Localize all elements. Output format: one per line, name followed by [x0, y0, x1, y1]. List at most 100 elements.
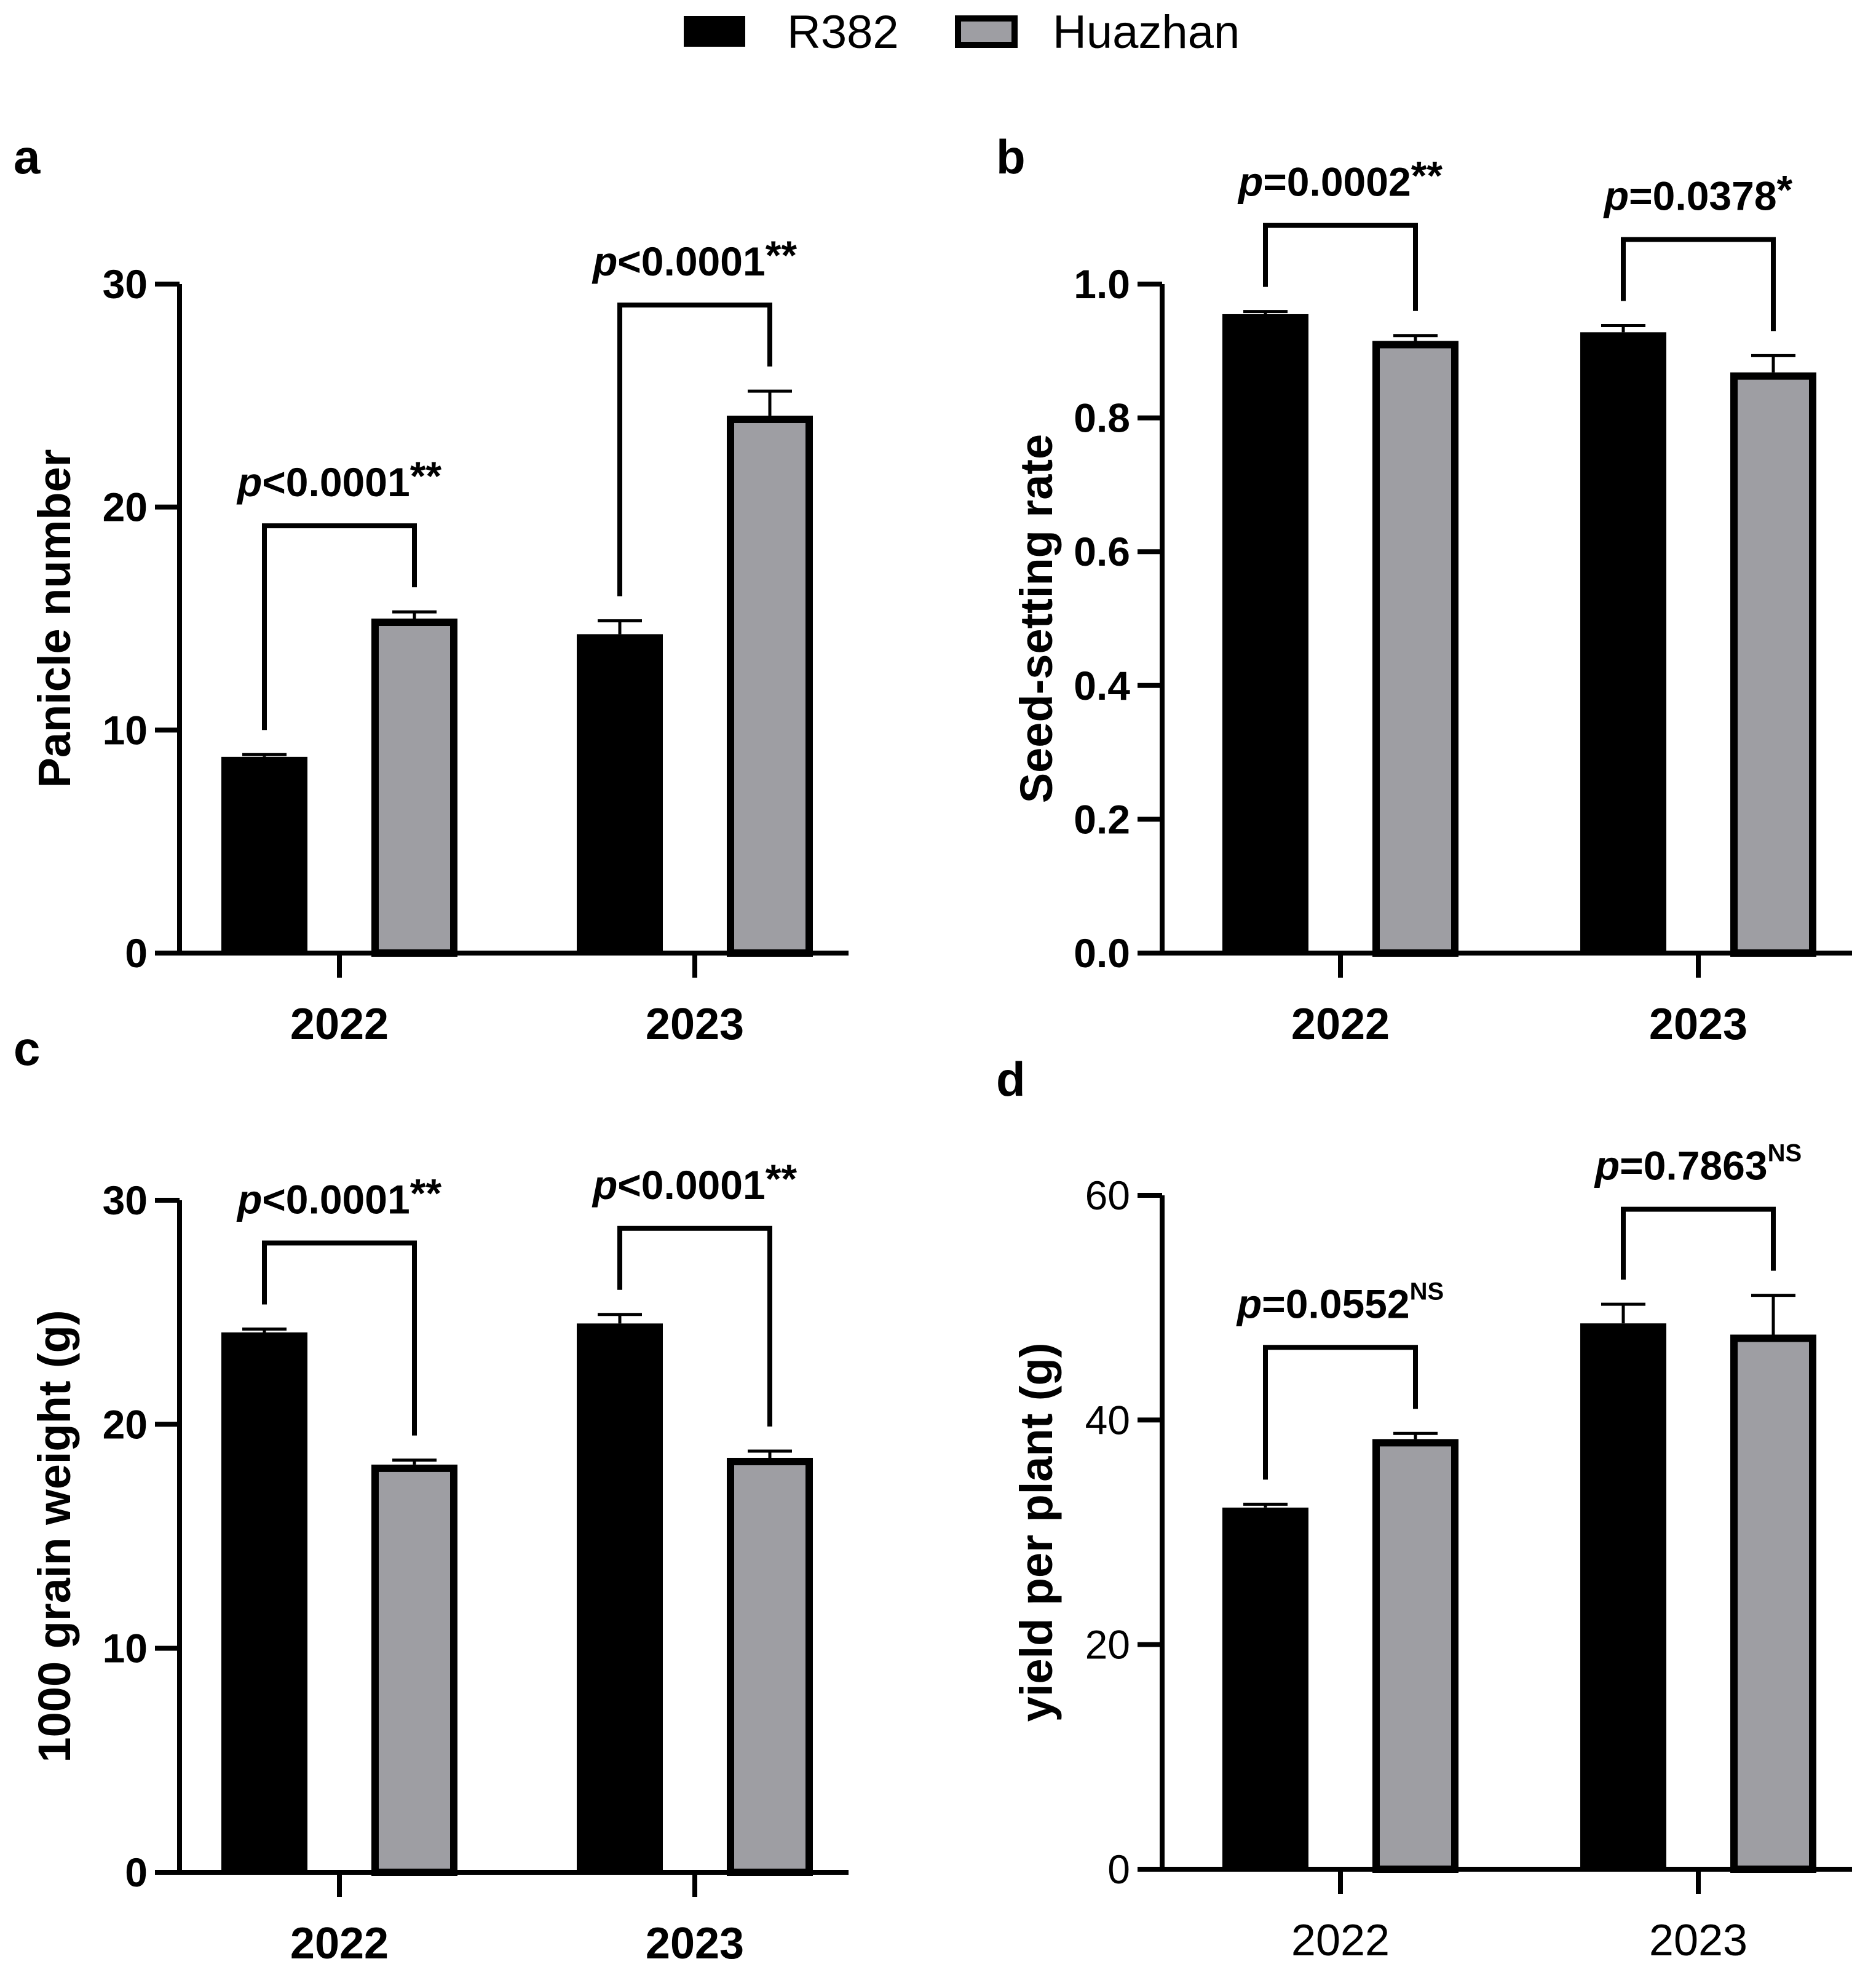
p-value-text: <0.0001: [617, 1162, 765, 1208]
y-axis-label: yield per plant (g): [1011, 1343, 1062, 1722]
p-value-annotation-2023: p=0.7863NS: [1594, 1140, 1802, 1189]
p-symbol: p: [1603, 173, 1629, 218]
bar-huazhan-2022: [371, 619, 457, 957]
bar-huazhan-2023: [1730, 1334, 1816, 1873]
significance-bracket-2023: [617, 303, 772, 596]
bar-r382-2023: [1580, 1323, 1666, 1869]
bar-huazhan-2022: [1372, 1439, 1458, 1874]
legend-swatch-r382: [684, 16, 745, 47]
panel-letter-d: d: [996, 1052, 1026, 1106]
bar-huazhan-2023: [1730, 372, 1816, 957]
x-tick-label-2023: 2023: [1649, 1000, 1747, 1049]
bar-huazhan-2022: [1372, 341, 1458, 957]
y-axis-label: 1000 grain weight (g): [29, 1310, 80, 1762]
significance-bracket-2023: [617, 1225, 772, 1427]
panel-letter-a: a: [14, 130, 41, 184]
significance-marker: **: [766, 1156, 797, 1201]
y-tick-label: 0.4: [1074, 663, 1130, 708]
y-tick-label: 10: [103, 707, 148, 753]
significance-marker: NS: [1768, 1140, 1802, 1167]
significance-bracket-2023: [1621, 237, 1776, 331]
significance-bracket-2022: [1263, 223, 1418, 311]
significance-marker: NS: [1410, 1278, 1444, 1305]
p-value-text: =0.7863: [1620, 1143, 1767, 1189]
y-tick-label: 40: [1085, 1397, 1130, 1443]
p-value-annotation-2022: p=0.0552NS: [1236, 1278, 1444, 1326]
p-value-annotation-2023: p<0.0001**: [592, 232, 797, 284]
x-tick-label-2022: 2022: [290, 1000, 389, 1049]
y-tick-label: 1.0: [1074, 261, 1130, 307]
bar-r382-2022: [221, 756, 307, 953]
y-tick-label: 60: [1085, 1173, 1130, 1218]
p-symbol: p: [236, 459, 262, 505]
y-tick-label: 30: [103, 261, 148, 307]
y-axis-label: Seed-setting rate: [1011, 434, 1062, 803]
x-tick-label-2023: 2023: [1649, 1916, 1747, 1965]
p-value-annotation-2023: p<0.0001**: [592, 1156, 797, 1208]
p-value-annotation-2022: p<0.0001**: [236, 1170, 441, 1222]
legend-label-r382: R382: [787, 6, 899, 58]
p-symbol: p: [1594, 1143, 1620, 1189]
p-value-text: =0.0002: [1263, 159, 1411, 205]
significance-marker: **: [410, 1170, 442, 1216]
bar-r382-2023: [577, 634, 663, 953]
significance-bracket-2023: [1621, 1206, 1776, 1280]
panel-letter-b: b: [996, 130, 1026, 184]
y-tick-label: 0.6: [1074, 529, 1130, 574]
bar-huazhan-2022: [371, 1464, 457, 1876]
p-value-text: <0.0001: [262, 459, 410, 505]
y-tick-label: 0: [1107, 1846, 1130, 1892]
legend-swatch-huazhan: [955, 15, 1018, 48]
x-tick-label-2023: 2023: [646, 1919, 744, 1968]
p-value-annotation-2022: p<0.0001**: [236, 453, 441, 505]
significance-marker: **: [1411, 153, 1443, 199]
bar-r382-2022: [1222, 1507, 1308, 1869]
bar-huazhan-2023: [727, 1457, 813, 1877]
bar-huazhan-2023: [727, 415, 813, 957]
p-symbol: p: [592, 239, 617, 284]
p-symbol: p: [592, 1162, 617, 1208]
x-tick-label-2022: 2022: [1291, 1000, 1390, 1049]
bar-r382-2023: [577, 1323, 663, 1872]
y-tick-label: 0.2: [1074, 796, 1130, 842]
significance-marker: *: [1777, 167, 1793, 212]
bar-r382-2022: [1222, 314, 1308, 954]
y-tick-label: 0: [125, 1850, 148, 1895]
significance-bracket-2022: [262, 1240, 417, 1436]
p-symbol: p: [236, 1176, 262, 1222]
significance-bracket-2022: [1263, 1345, 1418, 1480]
y-tick-label: 20: [1085, 1622, 1130, 1668]
significance-marker: **: [410, 453, 442, 499]
legend-label-huazhan: Huazhan: [1053, 6, 1240, 58]
y-tick-label: 10: [103, 1626, 148, 1671]
x-tick-label-2022: 2022: [290, 1919, 389, 1968]
x-tick-label-2023: 2023: [646, 1000, 744, 1049]
panel-letter-c: c: [14, 1021, 40, 1075]
y-axis-label: Panicle number: [29, 449, 80, 788]
p-symbol: p: [1237, 159, 1263, 205]
p-value-annotation-2023: p=0.0378*: [1603, 167, 1793, 218]
y-tick-label: 20: [103, 485, 148, 530]
y-tick-label: 0.8: [1074, 395, 1130, 441]
significance-bracket-2022: [262, 523, 417, 730]
bar-r382-2022: [221, 1332, 307, 1872]
bar-r382-2023: [1580, 332, 1666, 953]
p-value-text: =0.0552: [1262, 1281, 1409, 1326]
p-value-text: <0.0001: [617, 239, 765, 284]
legend: R382 Huazhan: [684, 6, 1240, 58]
p-value-text: =0.0378: [1629, 173, 1776, 218]
x-tick-label-2022: 2022: [1291, 1916, 1390, 1965]
y-tick-label: 30: [103, 1177, 148, 1223]
panel-b-seed-setting-rate: 0.0 0.2 0.4 0.6 0.8 1.0 Seed-setting rate 2022 p…: [1011, 153, 1852, 1049]
y-tick-label: 20: [103, 1401, 148, 1447]
significance-marker: **: [766, 232, 797, 278]
y-tick-label: 0.0: [1074, 930, 1130, 976]
y-tick-label: 0: [125, 930, 148, 976]
p-value-text: <0.0001: [262, 1176, 410, 1222]
p-symbol: p: [1236, 1281, 1262, 1326]
p-value-annotation-2022: p=0.0002**: [1237, 153, 1443, 205]
